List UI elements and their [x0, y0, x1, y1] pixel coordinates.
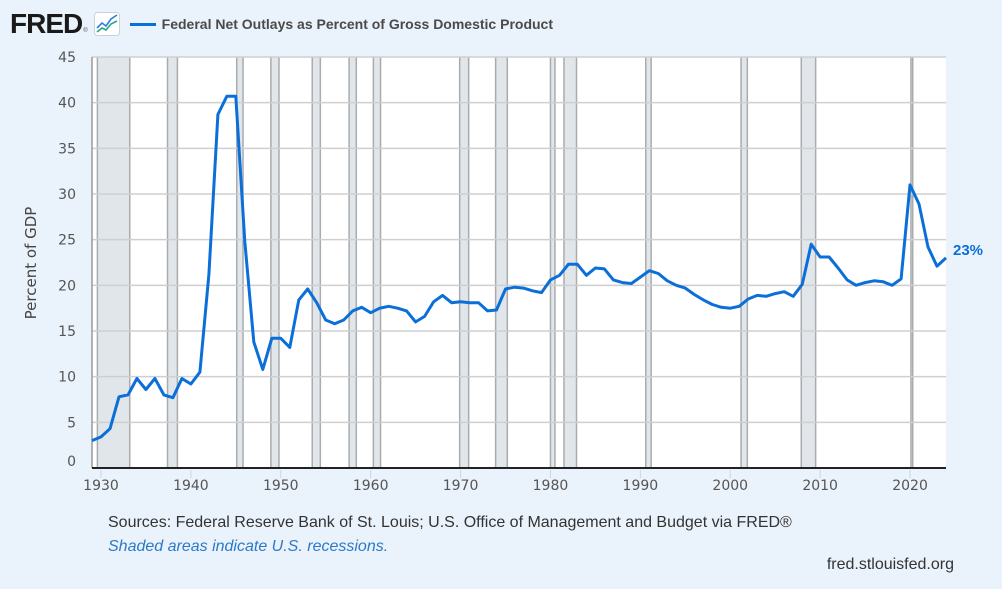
recession-band [312, 57, 321, 468]
x-tick-label: 1990 [623, 478, 659, 494]
y-tick-label: 5 [67, 415, 76, 431]
x-tick-labels: 1930 1940 1950 1960 1970 1980 1990 2000 2010 2020 [83, 470, 928, 494]
recession-band [270, 57, 279, 468]
recession-band [741, 57, 748, 468]
y-tick-label: 0 [67, 454, 76, 470]
y-tick-labels: 0 5 10 15 20 25 30 35 40 45 [58, 50, 76, 470]
series-layer [91, 94, 948, 442]
recession-band [910, 57, 913, 468]
series-line [91, 94, 948, 442]
y-tick-label: 30 [58, 187, 76, 203]
recession-bands [92, 57, 946, 468]
recession-band [167, 57, 178, 468]
recession-band [373, 57, 381, 468]
y-tick-label: 40 [58, 96, 76, 112]
chart-header: FRED ® Federal Net Outlays as Percent of… [10, 8, 553, 40]
x-tick-label: 1970 [443, 478, 479, 494]
plot-area [92, 57, 946, 468]
y-tick-label: 10 [58, 370, 76, 386]
fred-url-link[interactable]: fred.stlouisfed.org [826, 556, 954, 573]
y-tick-label: 20 [58, 278, 76, 294]
fred-graph-icon [93, 12, 120, 36]
x-tick-label: 2000 [712, 478, 748, 494]
recession-band [349, 57, 357, 468]
legend-swatch [129, 22, 156, 26]
x-tick-label: 1980 [533, 478, 569, 494]
axes [91, 57, 946, 469]
legend-label[interactable]: Federal Net Outlays as Percent of Gross … [161, 16, 553, 32]
x-tick-label: 1940 [173, 478, 209, 494]
y-tick-label: 35 [58, 141, 76, 157]
fred-logo[interactable]: FRED [10, 8, 83, 39]
y-tick-label: 25 [58, 233, 76, 249]
recession-band [236, 57, 244, 468]
gridlines [92, 56, 946, 424]
recession-band [495, 57, 508, 468]
y-tick-label: 45 [58, 50, 76, 66]
x-tick-label: 1930 [83, 478, 119, 494]
y-tick-label: 15 [58, 324, 76, 340]
x-tick-label: 2020 [892, 478, 928, 494]
end-value-label: 23% [953, 242, 983, 259]
recession-band [645, 57, 652, 468]
recession-note: Shaded areas indicate U.S. recessions. [108, 538, 389, 555]
x-tick-label: 1950 [263, 478, 299, 494]
y-axis-label: Percent of GDP [22, 207, 40, 320]
recession-band [563, 57, 577, 468]
recession-band [550, 57, 555, 468]
sources-text: Sources: Federal Reserve Bank of St. Lou… [108, 514, 792, 531]
registered-mark: ® [83, 28, 88, 34]
recession-band [459, 57, 469, 468]
recession-band [97, 57, 130, 468]
x-tick-label: 2010 [802, 478, 838, 494]
x-tick-label: 1960 [353, 478, 389, 494]
